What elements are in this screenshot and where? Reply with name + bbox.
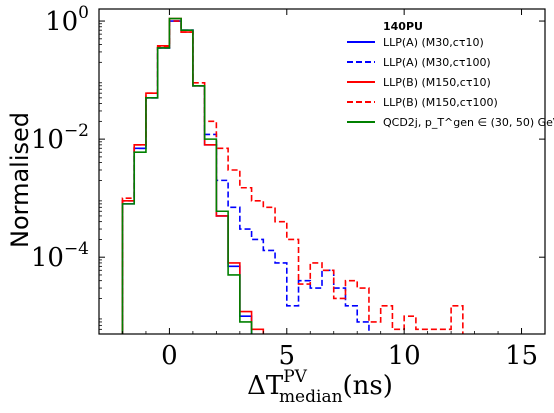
legend: 140PU LLP(A) (M30,cτ10) LLP(A) (M30,cτ100… <box>347 20 554 129</box>
series-5-histogram <box>121 17 253 334</box>
legend-label-1: LLP(A) (M30,cτ10) <box>383 36 484 49</box>
legend-label-4: LLP(B) (M150,cτ100) <box>383 96 498 109</box>
x-axis-title: ΔTPV median(ns) <box>247 367 393 407</box>
x-axis-title-sub: median <box>279 387 343 407</box>
x-axis-title-sup: PV <box>283 367 307 387</box>
x-tick-label: 0 <box>161 341 178 371</box>
x-axis-title-unit: (ns) <box>343 371 393 401</box>
tick-layer: 0 5 10 15 100 10−2 10−4 <box>31 3 545 371</box>
y-axis-title: Normalised <box>6 112 34 248</box>
series-4-histogram <box>121 20 464 334</box>
histogram-layer <box>121 17 464 334</box>
plot-frame <box>98 8 546 335</box>
y-tick-label: 10−2 <box>31 121 89 155</box>
legend-label-3: LLP(B) (M150,cτ10) <box>383 76 491 89</box>
legend-title: 140PU <box>383 20 423 33</box>
legend-label-5: QCD2j, p_T^gen ∈ (30, 50) GeV <box>383 116 554 129</box>
x-axis-title-main: ΔT <box>247 371 284 401</box>
y-tick-label: 10−4 <box>31 239 89 273</box>
x-tick-label: 10 <box>388 341 421 371</box>
x-tick-label: 5 <box>279 341 296 371</box>
y-tick-label: 100 <box>45 3 89 37</box>
legend-label-2: LLP(A) (M30,cτ100) <box>383 56 491 69</box>
x-tick-label: 15 <box>505 341 538 371</box>
